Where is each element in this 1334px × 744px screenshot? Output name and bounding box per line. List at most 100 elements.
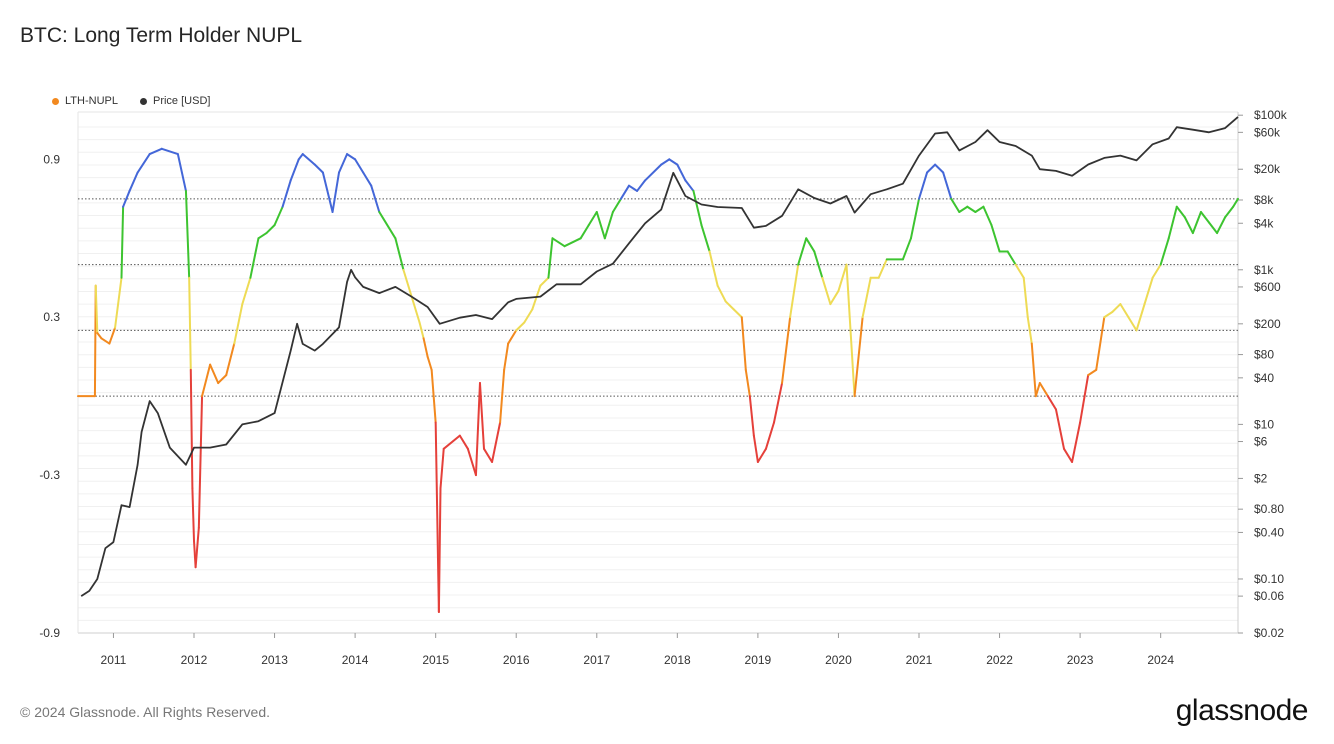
lth-nupl-segment: [426, 355, 433, 371]
lth-nupl-segment: [184, 189, 191, 279]
lth-nupl-segment: [430, 368, 437, 424]
x-axis-tick-label: 2020: [825, 653, 852, 667]
lth-nupl-segment: [1022, 276, 1029, 319]
left-axis-tick-label: 0.9: [43, 152, 60, 166]
lth-nupl-segment: [515, 321, 526, 332]
lth-nupl-segment: [439, 447, 445, 490]
legend-label-price: Price [USD]: [152, 95, 211, 107]
lth-nupl-segment: [934, 163, 945, 174]
lth-nupl-segment: [289, 158, 300, 182]
lth-nupl-segment: [1119, 303, 1130, 319]
lth-nupl-segment: [918, 171, 929, 200]
lth-nupl-segment: [877, 258, 888, 279]
lth-nupl-segment: [281, 179, 292, 208]
right-axis-tick-label: $60k: [1254, 125, 1281, 139]
lth-nupl-segment: [1199, 210, 1210, 224]
lth-nupl-segment: [716, 284, 727, 303]
legend-dot-lth-nupl: [52, 97, 59, 105]
lth-nupl-segment: [676, 163, 687, 182]
lth-nupl-segment: [611, 197, 622, 213]
lth-nupl-segment: [122, 189, 131, 208]
lth-nupl-segment: [321, 171, 334, 213]
lth-nupl-segment: [422, 337, 429, 358]
right-axis-tick-label: $0.40: [1254, 525, 1284, 539]
lth-nupl-segment: [474, 382, 481, 477]
right-axis-tick-label: $80: [1254, 348, 1274, 362]
lth-nupl-segment: [942, 171, 953, 200]
lth-nupl-segment: [909, 197, 920, 240]
lth-nupl-segment: [1087, 368, 1098, 377]
lth-nupl-segment: [297, 153, 304, 161]
lth-nupl-segment: [660, 158, 671, 166]
lth-nupl-segment: [265, 224, 276, 235]
lth-nupl-segment: [837, 263, 848, 292]
lth-nupl-segment: [1038, 382, 1049, 398]
lth-nupl-segment: [1034, 382, 1041, 398]
lth-nupl-segment: [233, 303, 244, 345]
lth-nupl-segment: [1191, 210, 1202, 235]
chart-canvas[interactable]: 0.9 0.3 -0.3 -0.9 $100k $60k $20k $8k $4k $1k $600…: [0, 0, 1334, 690]
lth-nupl-segment: [478, 382, 485, 450]
lth-nupl-segment: [491, 421, 502, 463]
x-axis-tick-label: 2012: [181, 653, 208, 667]
right-axis-tick-label: $0.02: [1254, 626, 1284, 640]
lth-nupl-segment: [313, 163, 324, 174]
lth-nupl-segment: [346, 153, 357, 161]
lth-nupl-segment: [1151, 263, 1162, 279]
left-axis-tick-label: 0.3: [43, 310, 60, 324]
lth-nupl-segment: [1026, 316, 1033, 345]
lth-nupl-segment: [1135, 303, 1146, 332]
x-axis-tick-label: 2018: [664, 653, 691, 667]
x-axis-tick-label: 2011: [101, 653, 127, 667]
lth-nupl-segment: [188, 276, 192, 371]
lth-nupl-segment: [684, 179, 695, 192]
lth-nupl-segment: [829, 289, 840, 306]
lth-nupl-segment: [194, 526, 200, 569]
lth-nupl-segment: [442, 434, 461, 450]
lth-nupl-segment: [362, 171, 373, 187]
lth-nupl-segment: [619, 184, 630, 200]
lth-nupl-segment: [845, 263, 856, 398]
lth-nupl-segment: [797, 237, 808, 266]
x-axis-tick-label: 2024: [1147, 653, 1174, 667]
lth-nupl-segment: [1216, 216, 1227, 235]
lth-nupl-segment: [748, 395, 755, 437]
glassnode-logo: glassnode: [1175, 694, 1309, 727]
lth-nupl-segment: [128, 171, 139, 192]
chart-legend: LTH-NUPL Price [USD]: [52, 95, 210, 107]
lth-nupl-segment: [1143, 276, 1154, 306]
lth-nupl-segment: [636, 179, 647, 192]
lth-nupl-segment: [990, 224, 1001, 253]
left-axis-tick-label: -0.9: [39, 626, 60, 640]
lth-nupl-segment: [1167, 205, 1178, 240]
lth-nupl-segment: [1046, 395, 1057, 411]
right-axis-tick-label: $6: [1254, 435, 1268, 449]
lth-nupl-segment: [1095, 316, 1106, 371]
legend-item-lth-nupl[interactable]: LTH-NUPL: [52, 95, 118, 107]
lth-nupl-segment: [587, 210, 598, 227]
lth-nupl-segment: [458, 434, 469, 450]
lth-nupl-segment: [1159, 237, 1170, 266]
lth-nupl-segment: [378, 210, 397, 240]
lth-nupl-segment: [1030, 342, 1037, 398]
lth-nupl-segment: [547, 237, 554, 279]
lth-nupl-segment: [94, 284, 99, 335]
lth-nupl-segment: [483, 447, 494, 463]
legend-item-price[interactable]: Price [USD]: [139, 95, 211, 107]
x-axis-tick-label: 2015: [422, 653, 449, 667]
lth-nupl-segment: [732, 308, 743, 319]
lth-nupl-segment: [466, 447, 477, 477]
lth-nupl-segment: [982, 205, 993, 227]
lth-nupl-segment: [354, 158, 365, 174]
lth-nupl-segment: [821, 276, 832, 306]
lth-nupl-segment: [1079, 374, 1090, 424]
copyright-footer: © 2024 Glassnode. All Rights Reserved.: [20, 704, 271, 720]
lth-nupl-segment: [724, 300, 735, 311]
lth-nupl-segment: [191, 487, 195, 542]
lth-nupl-segment: [708, 250, 719, 287]
lth-nupl-segment: [225, 342, 236, 377]
right-axis-tick-label: $600: [1254, 280, 1281, 294]
lth-nupl-segment: [668, 158, 679, 166]
lth-nupl-segment: [503, 342, 510, 371]
right-axis-tick-label: $0.80: [1254, 502, 1284, 516]
